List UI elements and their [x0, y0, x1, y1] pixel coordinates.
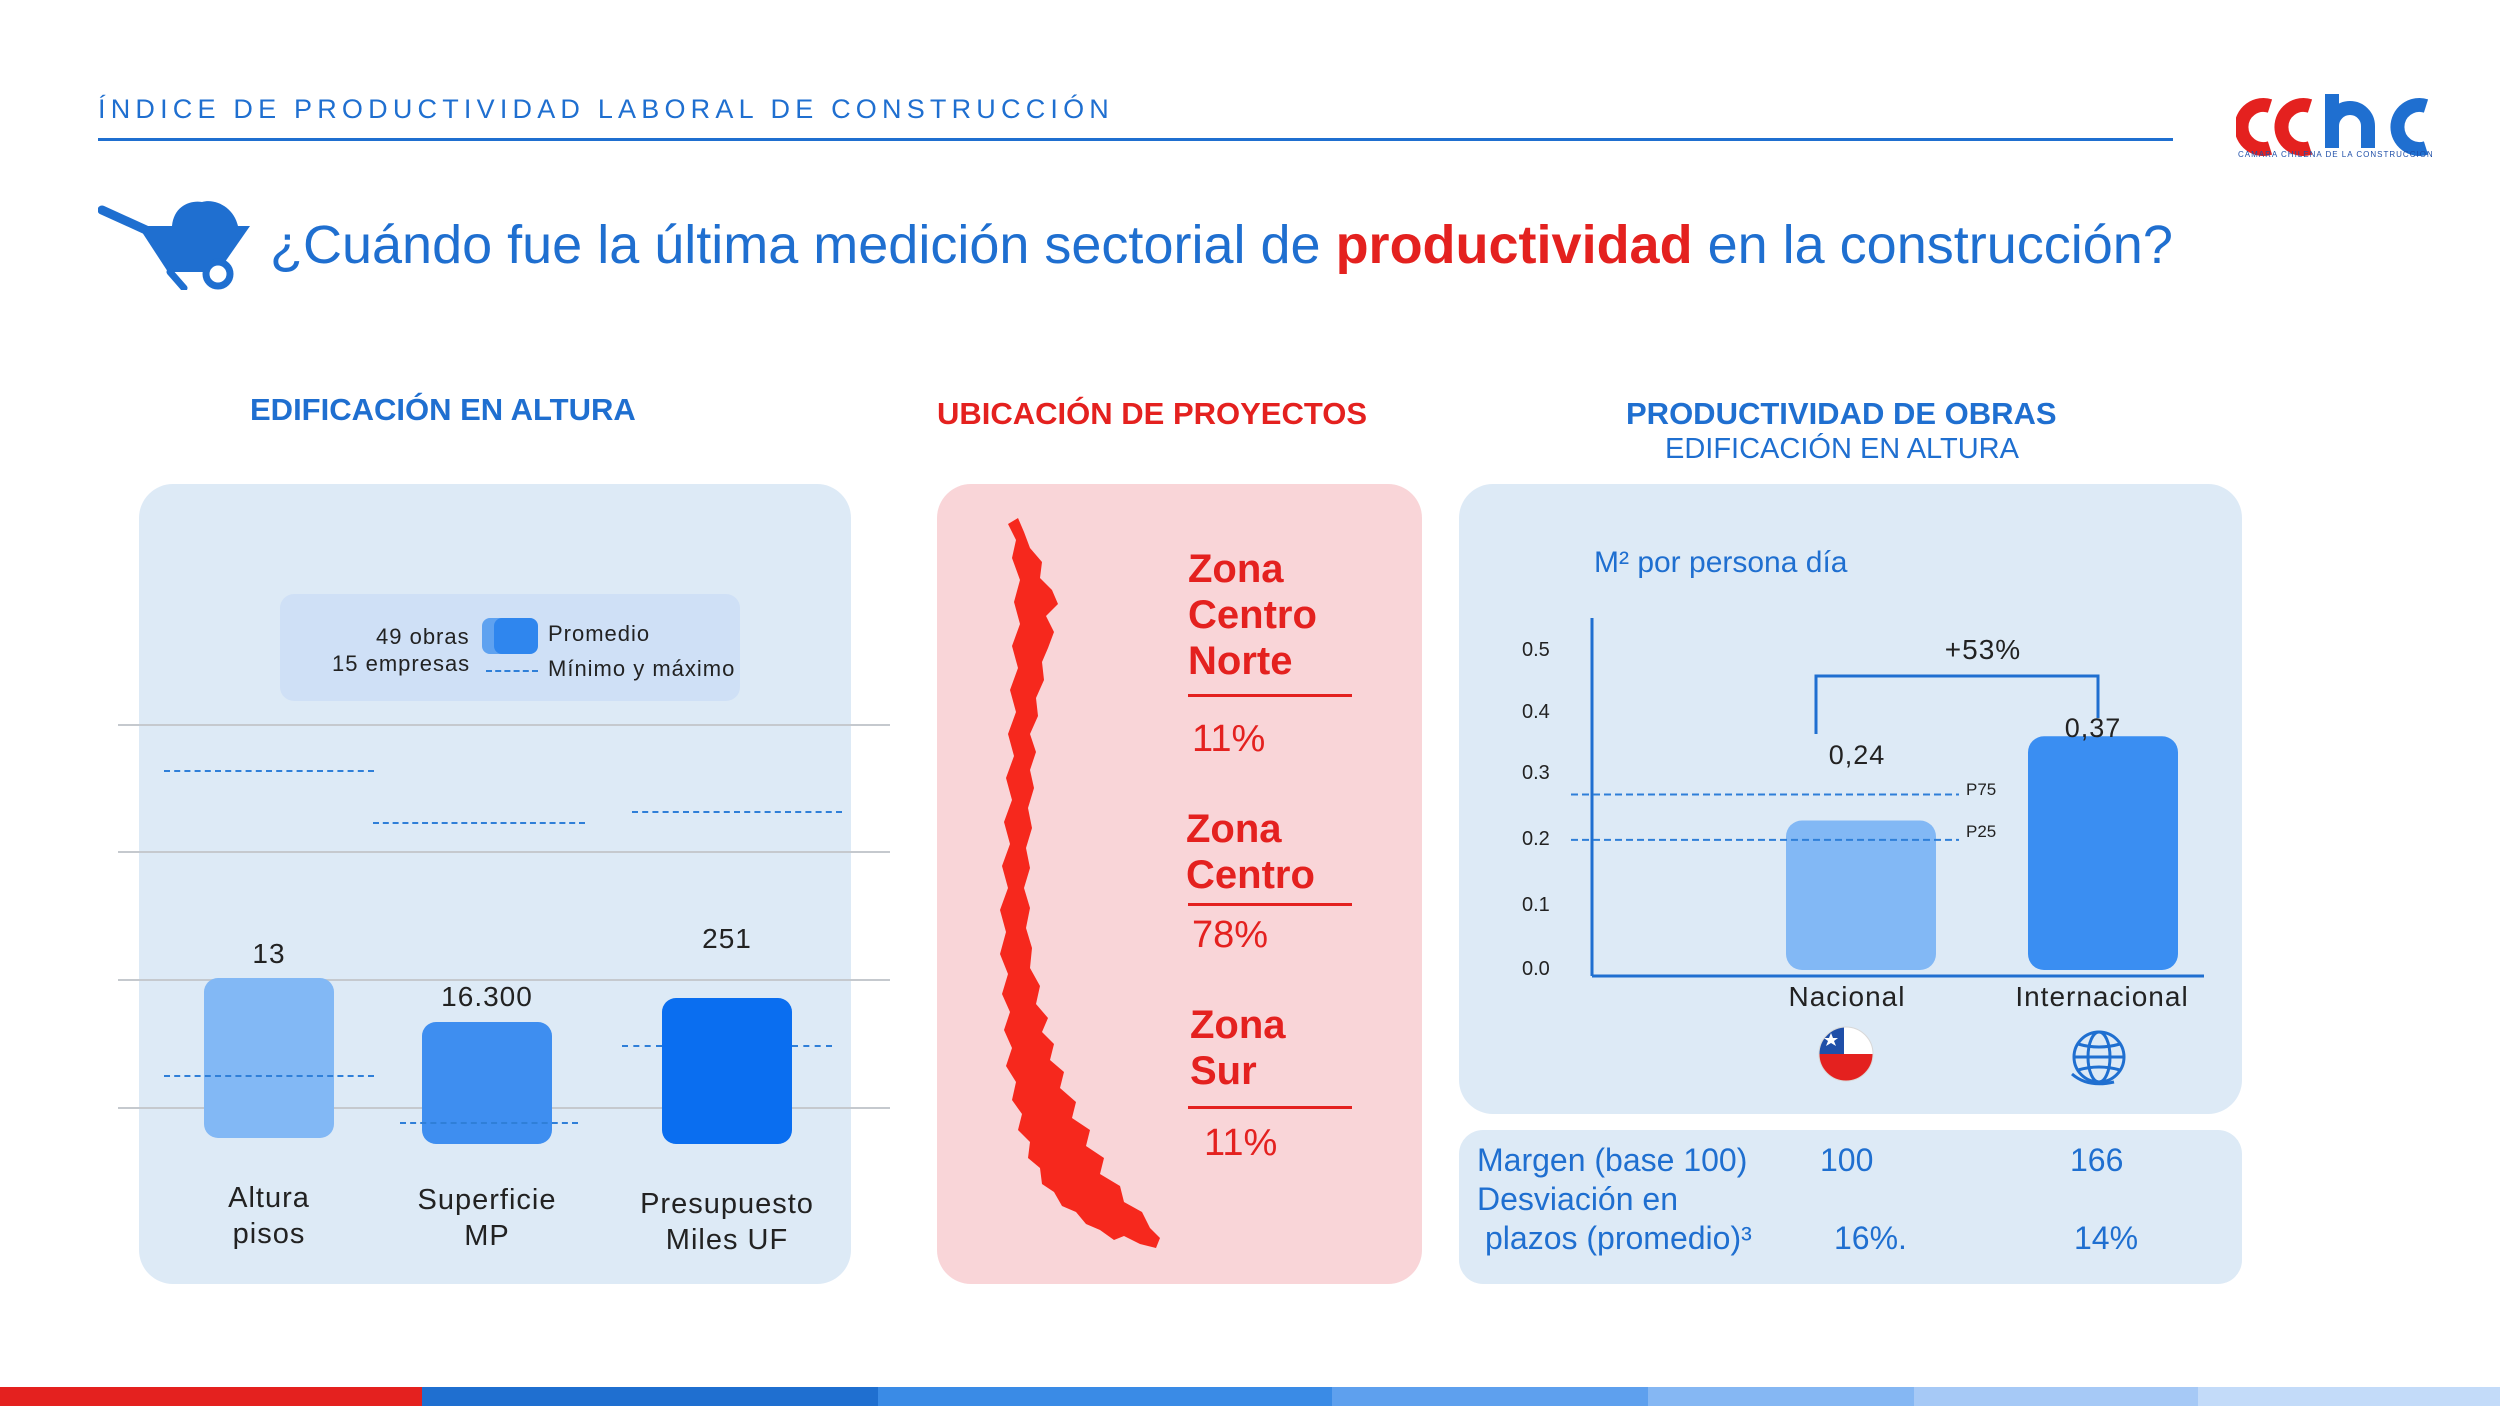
- category-line: MP: [464, 1220, 510, 1252]
- header-title: ÍNDICE DE PRODUCTIVIDAD LABORAL DE CONST…: [98, 94, 1114, 124]
- question-highlight: productividad: [1335, 215, 1693, 275]
- legend-empresas: 15 empresas: [332, 651, 471, 676]
- bar-superficie: [422, 1022, 552, 1144]
- ubicacion-title: UBICACIÓN DE PROYECTOS: [937, 396, 1368, 431]
- gridline: [118, 724, 890, 726]
- max-line-superficie: [373, 822, 585, 824]
- min-line-altura: [164, 1075, 374, 1077]
- category-line: pisos: [232, 1218, 306, 1250]
- footer-strip-mid-blue: [878, 1387, 1332, 1406]
- footer-strip-palest-blue: [2198, 1387, 2500, 1406]
- difference-bracket: [1814, 674, 2100, 734]
- category-label-presupuesto: Presupuesto Miles UF: [622, 1186, 832, 1258]
- min-line-presupuesto-left: [622, 1045, 662, 1047]
- zone-name-line: Zona: [1188, 547, 1284, 591]
- p25-label: P25: [1966, 822, 1997, 841]
- zone-centro-name: Zona Centro: [1186, 806, 1315, 898]
- y-tick-label: 0.5: [1522, 639, 1550, 661]
- summary-margin-nacional: 100: [1820, 1142, 1874, 1178]
- gridline: [118, 851, 890, 853]
- summary-margin-label: Margen (base 100): [1477, 1142, 1748, 1178]
- category-line: Altura: [228, 1182, 310, 1214]
- bar-value-internacional: 0,37: [2064, 713, 2122, 743]
- zone-sur-pct: 11%: [1204, 1122, 1278, 1164]
- zone-centro-pct: 78%: [1192, 914, 1269, 956]
- value-label: 251: [702, 923, 752, 954]
- summary-margin-internacional: 166: [2070, 1142, 2124, 1178]
- zone-name-line: Centro: [1188, 593, 1317, 637]
- y-tick-label: 0.2: [1522, 828, 1550, 850]
- zone-divider: [1188, 1106, 1352, 1109]
- bar-altura: [204, 978, 334, 1138]
- category-label-altura: Altura pisos: [184, 1180, 354, 1252]
- y-tick-label: 0.3: [1522, 762, 1550, 784]
- legend-minmax-dash: [486, 670, 538, 672]
- bar-internacional: [2028, 736, 2178, 970]
- gridline: [118, 979, 890, 981]
- question-after: en la construcción?: [1692, 215, 2173, 275]
- footer-strip-light-blue: [1332, 1387, 1648, 1406]
- category-label-superficie: Superficie MP: [402, 1182, 572, 1254]
- zone-centro-norte-name: Zona Centro Norte: [1188, 546, 1317, 684]
- edificacion-title: EDIFICACIÓN EN ALTURA: [250, 392, 636, 427]
- zone-name-line: Centro: [1186, 853, 1315, 897]
- category-line: Superficie: [417, 1184, 557, 1216]
- legend-average-swatch: [494, 618, 538, 654]
- y-tick-label: 0.4: [1522, 701, 1550, 723]
- zone-name-line: Norte: [1188, 639, 1293, 683]
- logo-subtitle: CAMARA CHILENA DE LA CONSTRUCCION: [2238, 150, 2434, 159]
- category-internacional: Internacional: [2015, 981, 2189, 1012]
- header-divider: [98, 138, 2173, 141]
- footer-strip-red: [0, 1387, 422, 1406]
- legend-obras: 49 obras: [376, 624, 470, 649]
- category-line: Miles UF: [665, 1224, 789, 1256]
- footer-strip-pale-blue: [1914, 1387, 2198, 1406]
- wheelbarrow-icon: [98, 201, 250, 290]
- min-line-superficie: [400, 1122, 578, 1124]
- zone-name-line: Sur: [1190, 1049, 1257, 1093]
- zone-divider: [1188, 903, 1352, 906]
- summary-deviation-label-line2: plazos (promedio)³: [1485, 1220, 1752, 1256]
- chile-flag-icon: [1818, 1026, 1874, 1082]
- productividad-title: PRODUCTIVIDAD DE OBRAS: [1626, 396, 2057, 431]
- difference-label: +53%: [1944, 634, 2022, 665]
- min-line-presupuesto-right: [792, 1045, 832, 1047]
- zone-name-line: Zona: [1186, 807, 1282, 851]
- zone-centro-norte-pct: 11%: [1192, 718, 1266, 760]
- zone-sur-name: Zona Sur: [1190, 1002, 1286, 1094]
- chart-unit-label: M² por persona día: [1594, 546, 1848, 579]
- summary-deviation-nacional: 16%.: [1834, 1220, 1907, 1256]
- max-line-presupuesto: [632, 811, 842, 813]
- value-label: 13: [252, 938, 286, 969]
- question-before: ¿Cuándo fue la última medición sectorial…: [270, 215, 1336, 275]
- legend-minmax: Mínimo y máximo: [548, 656, 736, 681]
- y-tick-label: 0.1: [1522, 894, 1550, 916]
- productividad-subtitle: EDIFICACIÓN EN ALTURA: [1665, 433, 2019, 465]
- p75-label: P75: [1966, 780, 1997, 799]
- legend-promedio: Promedio: [548, 621, 651, 646]
- summary-deviation-internacional: 14%: [2074, 1220, 2139, 1256]
- productividad-chart: [1571, 618, 2204, 978]
- zone-name-line: Zona: [1190, 1003, 1286, 1047]
- bar-presupuesto: [662, 998, 792, 1144]
- globe-icon: [2071, 1030, 2126, 1086]
- y-tick-label: 0.0: [1522, 958, 1550, 980]
- bar-value-nacional: 0,24: [1828, 740, 1886, 770]
- chile-map-icon: [1000, 518, 1160, 1248]
- cchc-logo: [2236, 94, 2429, 156]
- max-line-altura: [164, 770, 374, 772]
- summary-deviation-label-line1: Desviación en: [1477, 1181, 1678, 1217]
- page-question: ¿Cuándo fue la última medición sectorial…: [270, 214, 2173, 276]
- zone-divider: [1188, 694, 1352, 697]
- footer-strip-lighter-blue: [1648, 1387, 1914, 1406]
- summary-panel: [1459, 1130, 2242, 1284]
- footer-strip-blue: [422, 1387, 878, 1406]
- category-nacional: Nacional: [1788, 981, 1906, 1012]
- bar-nacional: [1786, 820, 1936, 970]
- value-label: 16.300: [441, 981, 533, 1012]
- category-line: Presupuesto: [640, 1188, 814, 1220]
